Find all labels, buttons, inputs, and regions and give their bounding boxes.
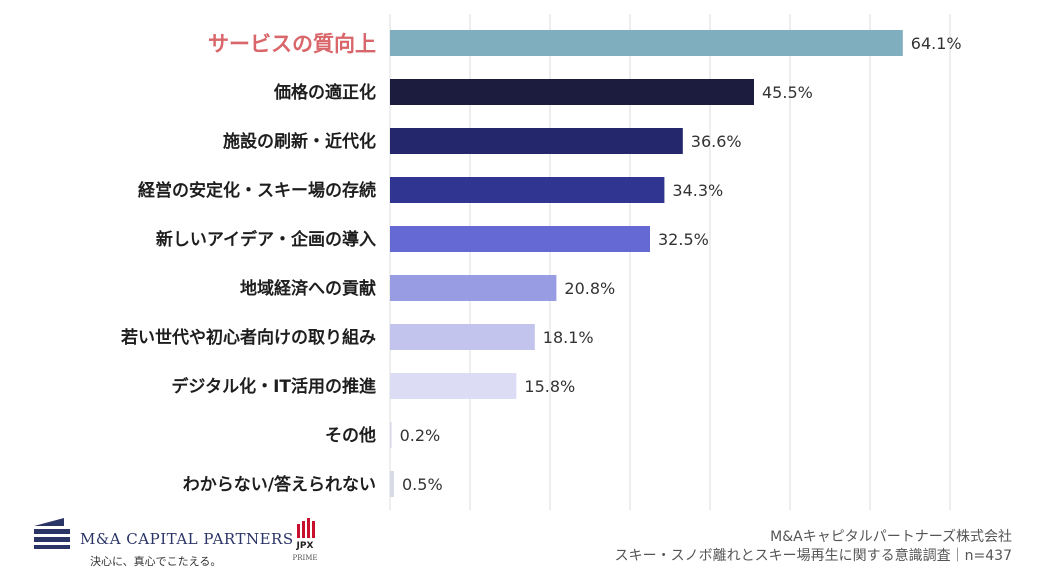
bar [390,30,903,56]
company-mark-icon [34,518,70,549]
value-label: 45.5% [762,83,813,102]
company-tagline: 決心に、真心でこたえる。 [90,555,222,568]
bar [390,275,557,301]
bar [390,79,754,105]
jpx-sublabel: PRIME [292,554,318,562]
category-label: サービスの質向上 [208,32,376,56]
category-label: その他 [325,425,376,446]
bar-chart: サービスの質向上 64.1% 価格の適正化 45.5% 施設の刷新・近代化 36.6% 経営… [120,14,962,510]
bar [390,471,394,497]
bar [390,128,683,154]
value-label: 32.5% [658,230,709,249]
bar [390,373,517,399]
value-label: 64.1% [911,34,962,53]
bar [390,324,535,350]
source-company: M&Aキャピタルパートナーズ株式会社 [770,529,1012,545]
category-label: わからない/答えられない [183,474,376,495]
source-survey: スキー・スノボ離れとスキー場再生に関する意識調査｜n=437 [614,548,1012,564]
company-name: M&A CAPITAL PARTNERS [80,530,294,548]
jpx-badge: JPX PRIME [288,518,322,568]
bar [390,422,392,448]
bar [390,177,665,203]
value-label: 20.8% [564,279,615,298]
category-label: デジタル化・IT活用の推進 [171,376,376,397]
jpx-mark-icon [297,518,315,538]
category-label: 施設の刷新・近代化 [223,131,376,152]
value-label: 34.3% [672,181,723,200]
value-label: 18.1% [543,328,594,347]
category-label: 若い世代や初心者向けの取り組み [120,327,376,348]
category-label: 経営の安定化・スキー場の存続 [138,180,376,201]
category-label: 価格の適正化 [273,82,376,103]
category-label: 新しいアイデア・企画の導入 [156,229,376,250]
value-label: 0.2% [400,426,441,445]
source-note: M&Aキャピタルパートナーズ株式会社 スキー・スノボ離れとスキー場再生に関する意… [615,528,1012,566]
value-label: 15.8% [524,377,575,396]
company-logo: M&A CAPITAL PARTNERS 決心に、真心でこたえる。 [34,516,293,572]
value-label: 36.6% [691,132,742,151]
value-label: 0.5% [402,475,443,494]
jpx-label: JPX [296,541,314,551]
category-label: 地域経済への貢献 [240,278,376,299]
bar [390,226,650,252]
